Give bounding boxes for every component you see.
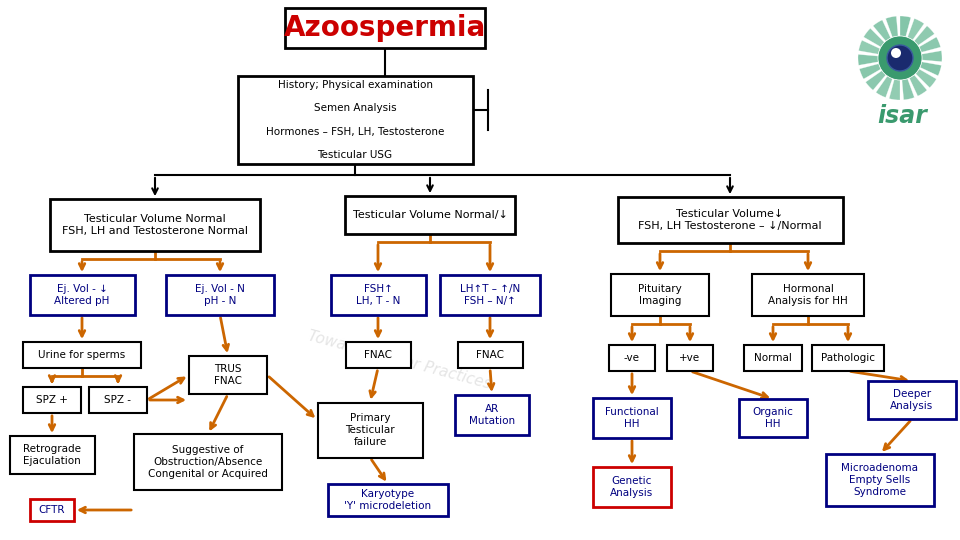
Text: Testicular Volume Normal/↓: Testicular Volume Normal/↓ [352,210,508,220]
Text: isar: isar [877,104,927,128]
FancyBboxPatch shape [23,342,141,368]
Wedge shape [858,55,878,65]
FancyBboxPatch shape [285,8,485,48]
Wedge shape [920,62,942,76]
Wedge shape [907,18,924,40]
FancyBboxPatch shape [611,274,709,316]
Wedge shape [873,20,891,41]
Wedge shape [909,75,927,96]
Text: Organic
HH: Organic HH [753,407,793,429]
Wedge shape [864,28,884,47]
Wedge shape [922,51,942,62]
Text: Primary
Testicular
failure: Primary Testicular failure [346,414,395,447]
Text: SPZ -: SPZ - [105,395,132,405]
FancyBboxPatch shape [346,342,411,368]
Wedge shape [901,79,914,100]
Text: SPZ +: SPZ + [36,395,68,405]
FancyBboxPatch shape [30,499,74,521]
Text: FSH↑
LH, T - N: FSH↑ LH, T - N [356,284,400,306]
Wedge shape [914,26,934,45]
Text: Ej. Vol - ↓
Altered pH: Ej. Vol - ↓ Altered pH [55,284,109,306]
Text: Functional
HH: Functional HH [605,407,659,429]
Text: FNAC: FNAC [476,350,504,360]
FancyBboxPatch shape [237,76,472,164]
Wedge shape [886,16,899,37]
FancyBboxPatch shape [455,395,529,435]
FancyBboxPatch shape [593,398,671,438]
Wedge shape [919,37,941,52]
Text: Deeper
Analysis: Deeper Analysis [890,389,934,411]
FancyBboxPatch shape [458,342,522,368]
FancyBboxPatch shape [739,399,807,437]
FancyBboxPatch shape [440,275,540,315]
FancyBboxPatch shape [30,275,134,315]
FancyBboxPatch shape [330,275,425,315]
Text: Retrograde
Ejaculation: Retrograde Ejaculation [23,444,81,466]
Text: History; Physical examination

Semen Analysis

Hormones – FSH, LH, Testosterone
: History; Physical examination Semen Anal… [266,80,444,160]
Text: Urine for sperms: Urine for sperms [38,350,126,360]
Text: Normal: Normal [754,353,792,363]
Text: Testicular Volume Normal
FSH, LH and Testosterone Normal: Testicular Volume Normal FSH, LH and Tes… [62,214,248,236]
Text: +ve: +ve [680,353,701,363]
Wedge shape [876,76,893,97]
Wedge shape [866,71,886,90]
Text: Suggestive of
Obstruction/Absence
Congenital or Acquired: Suggestive of Obstruction/Absence Congen… [148,446,268,478]
FancyBboxPatch shape [868,381,956,419]
FancyBboxPatch shape [345,196,515,234]
Circle shape [887,45,913,71]
FancyBboxPatch shape [134,434,282,490]
Text: Karyotype
'Y' microdeletion: Karyotype 'Y' microdeletion [345,489,432,511]
Text: Pituitary
Imaging: Pituitary Imaging [638,284,682,306]
Text: Hormonal
Analysis for HH: Hormonal Analysis for HH [768,284,848,306]
FancyBboxPatch shape [166,275,274,315]
Wedge shape [889,79,900,100]
FancyBboxPatch shape [617,197,843,243]
Wedge shape [858,40,880,54]
Text: LH↑T – ↑/N
FSH – N/↑: LH↑T – ↑/N FSH – N/↑ [460,284,520,306]
FancyBboxPatch shape [23,387,81,413]
Wedge shape [859,64,881,79]
Text: AR
Mutation: AR Mutation [468,404,516,426]
Text: CFTR: CFTR [38,505,65,515]
FancyBboxPatch shape [328,484,448,516]
Text: Genetic
Analysis: Genetic Analysis [611,476,654,498]
FancyBboxPatch shape [89,387,147,413]
FancyBboxPatch shape [812,345,884,371]
Wedge shape [916,69,936,87]
Text: TRUS
FNAC: TRUS FNAC [214,364,242,386]
Text: Pathologic: Pathologic [821,353,875,363]
Circle shape [878,36,922,80]
FancyBboxPatch shape [318,402,422,457]
Circle shape [891,48,901,58]
FancyBboxPatch shape [593,467,671,507]
FancyBboxPatch shape [752,274,864,316]
FancyBboxPatch shape [189,356,267,394]
Wedge shape [900,16,911,37]
FancyBboxPatch shape [826,454,934,506]
Text: Ej. Vol - N
pH - N: Ej. Vol - N pH - N [195,284,245,306]
Text: Testicular Volume↓
FSH, LH Testosterone – ↓/Normal: Testicular Volume↓ FSH, LH Testosterone … [638,209,822,231]
FancyBboxPatch shape [50,199,260,251]
FancyBboxPatch shape [10,436,94,474]
Text: FNAC: FNAC [364,350,392,360]
FancyBboxPatch shape [667,345,713,371]
Text: Azoospermia: Azoospermia [284,14,486,42]
Text: Microadenoma
Empty Sells
Syndrome: Microadenoma Empty Sells Syndrome [842,463,919,497]
FancyBboxPatch shape [609,345,655,371]
FancyBboxPatch shape [744,345,802,371]
Text: Towards Better Practices: Towards Better Practices [306,328,493,392]
Text: -ve: -ve [624,353,640,363]
